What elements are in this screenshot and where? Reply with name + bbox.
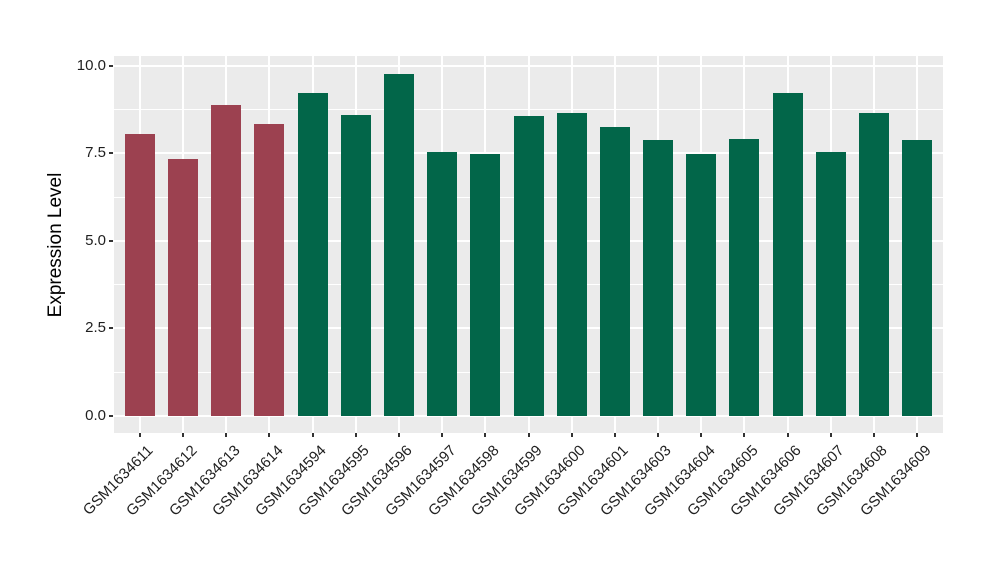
bar-GSM1634600	[556, 113, 587, 416]
bar-GSM1634614	[254, 123, 285, 416]
x-tick-mark	[527, 433, 530, 437]
bar-GSM1634604	[686, 153, 717, 416]
y-tick-mark	[109, 327, 113, 330]
bar-GSM1634598	[470, 154, 501, 416]
bar-GSM1634605	[729, 138, 760, 416]
bar-GSM1634612	[168, 158, 199, 416]
bar-GSM1634595	[340, 115, 371, 416]
bar-GSM1634611	[124, 133, 155, 416]
bar-GSM1634607	[815, 151, 846, 416]
x-tick-mark	[700, 433, 703, 437]
y-tick-label: 5.0	[85, 231, 106, 249]
y-tick-mark	[109, 64, 113, 67]
x-tick-mark	[225, 433, 228, 437]
bar-GSM1634609	[902, 139, 933, 416]
bar-GSM1634606	[772, 93, 803, 416]
x-tick-mark	[743, 433, 746, 437]
plot-panel	[114, 56, 943, 433]
x-tick-mark	[916, 433, 919, 437]
x-tick-mark	[829, 433, 832, 437]
bar-GSM1634603	[643, 139, 674, 416]
y-tick-label: 7.5	[85, 144, 106, 162]
x-tick-mark	[397, 433, 400, 437]
y-tick-mark	[109, 152, 113, 155]
y-axis-title: Expression Level	[45, 172, 66, 317]
x-tick-mark	[484, 433, 487, 437]
y-tick-label: 2.5	[85, 319, 106, 337]
y-tick-mark	[109, 415, 113, 417]
x-tick-mark	[138, 433, 141, 437]
bar-GSM1634608	[858, 113, 889, 416]
x-tick-mark	[354, 433, 357, 437]
bar-GSM1634601	[599, 126, 630, 416]
x-tick-mark	[613, 433, 616, 437]
bar-GSM1634596	[383, 74, 414, 416]
x-tick-mark	[441, 433, 444, 437]
x-tick-mark	[872, 433, 875, 437]
x-tick-mark	[311, 433, 314, 437]
y-tick-label: 0.0	[85, 407, 106, 424]
bar-GSM1634594	[297, 92, 328, 416]
bar-GSM1634599	[513, 116, 544, 416]
x-tick-mark	[268, 433, 271, 437]
x-tick-mark	[657, 433, 660, 437]
bar-GSM1634613	[211, 105, 242, 416]
x-tick-mark	[786, 433, 789, 437]
bar-GSM1634597	[427, 151, 458, 416]
x-tick-mark	[182, 433, 185, 437]
x-tick-mark	[570, 433, 573, 437]
y-tick-label: 10.0	[76, 56, 106, 74]
y-tick-mark	[109, 239, 113, 242]
